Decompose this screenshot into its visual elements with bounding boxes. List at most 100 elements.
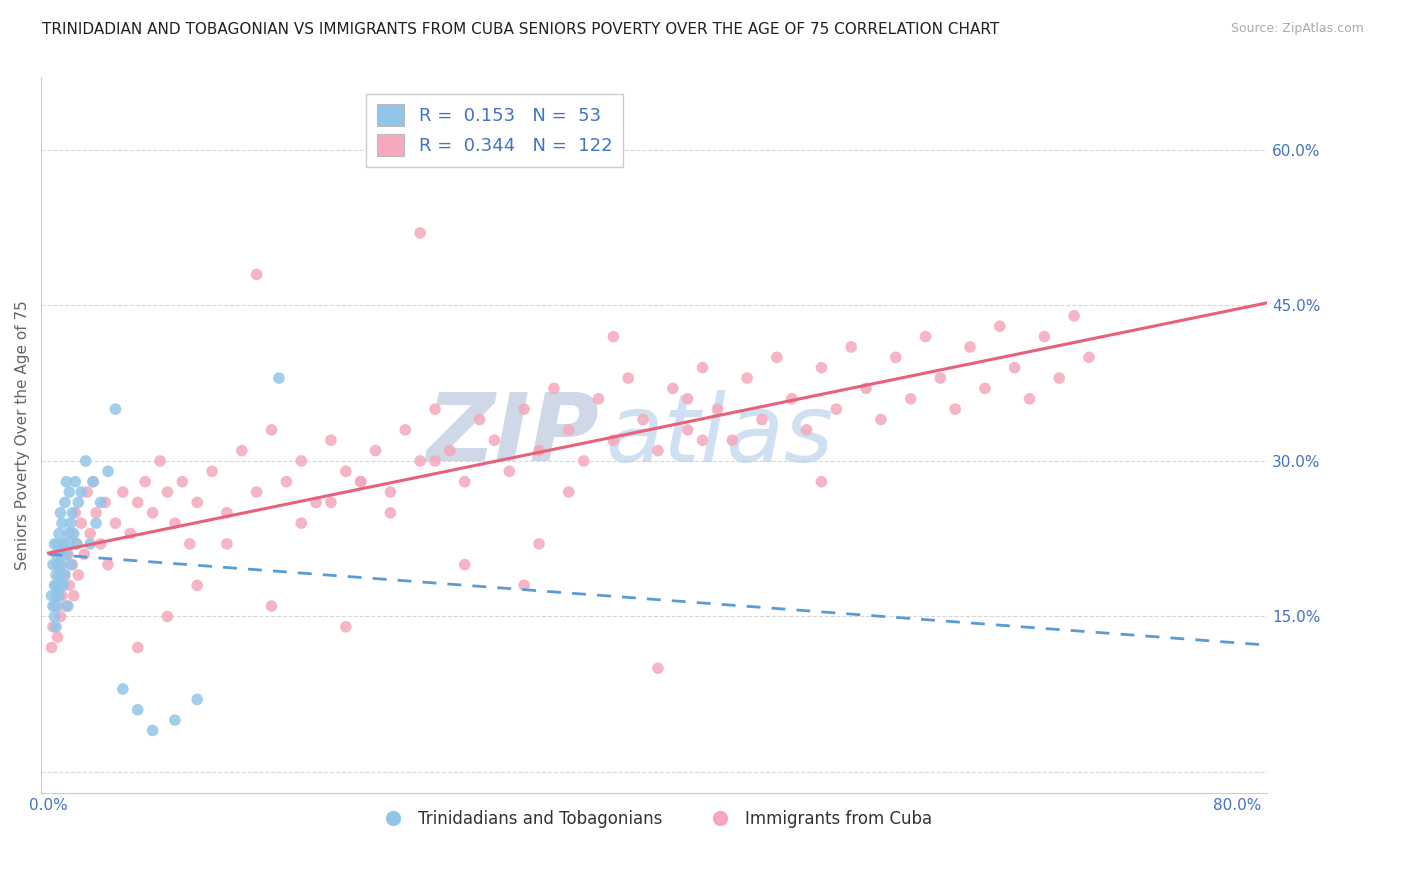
Point [692, 434, 714, 448]
Point [111, 485, 134, 500]
Point [73, 547, 96, 561]
Point [56, 526, 79, 541]
Point [662, 381, 685, 395]
Point [60, 558, 83, 572]
Point [55, 475, 77, 489]
Text: atlas: atlas [605, 390, 834, 481]
Point [53, 568, 76, 582]
Point [914, 329, 936, 343]
Point [58, 537, 80, 551]
Point [48, 526, 70, 541]
Point [319, 434, 342, 448]
Point [48, 558, 70, 572]
Point [409, 454, 432, 468]
Point [46, 578, 69, 592]
Point [46, 537, 69, 551]
Point [56, 547, 79, 561]
Point [65, 506, 87, 520]
Point [90, 495, 112, 509]
Point [631, 412, 654, 426]
Point [67, 568, 90, 582]
Point [319, 495, 342, 509]
Point [179, 537, 201, 551]
Point [75, 454, 97, 468]
Point [617, 371, 640, 385]
Point [53, 495, 76, 509]
Point [79, 537, 101, 551]
Point [82, 475, 104, 489]
Point [423, 402, 446, 417]
Point [51, 589, 73, 603]
Point [44, 609, 66, 624]
Point [94, 495, 117, 509]
Point [44, 599, 66, 613]
Point [246, 485, 269, 500]
Point [127, 703, 149, 717]
Point [468, 412, 491, 426]
Point [558, 423, 581, 437]
Point [49, 578, 72, 592]
Point [929, 371, 952, 385]
Point [527, 537, 550, 551]
Point [42, 558, 65, 572]
Point [82, 475, 104, 489]
Point [260, 423, 283, 437]
Point [423, 454, 446, 468]
Point [855, 381, 877, 395]
Point [439, 443, 461, 458]
Point [172, 475, 194, 489]
Point [41, 589, 63, 603]
Point [186, 578, 208, 592]
Point [900, 392, 922, 406]
Point [335, 620, 357, 634]
Point [735, 371, 758, 385]
Point [484, 434, 506, 448]
Point [409, 226, 432, 240]
Point [558, 485, 581, 500]
Point [1033, 329, 1056, 343]
Point [350, 475, 373, 489]
Point [706, 402, 728, 417]
Point [305, 495, 328, 509]
Point [70, 485, 93, 500]
Point [42, 599, 65, 613]
Point [721, 434, 744, 448]
Point [142, 723, 165, 738]
Point [527, 443, 550, 458]
Point [45, 589, 67, 603]
Point [62, 526, 84, 541]
Point [52, 578, 75, 592]
Point [52, 537, 75, 551]
Point [201, 464, 224, 478]
Point [751, 412, 773, 426]
Point [70, 516, 93, 530]
Point [692, 360, 714, 375]
Point [602, 434, 624, 448]
Point [156, 485, 179, 500]
Point [380, 485, 402, 500]
Point [149, 454, 172, 468]
Point [45, 620, 67, 634]
Point [215, 537, 238, 551]
Point [42, 620, 65, 634]
Point [59, 526, 82, 541]
Point [127, 495, 149, 509]
Point [67, 495, 90, 509]
Point [766, 351, 789, 365]
Point [215, 506, 238, 520]
Point [84, 506, 107, 520]
Point [943, 402, 966, 417]
Point [454, 475, 477, 489]
Point [97, 464, 120, 478]
Point [839, 340, 862, 354]
Point [56, 599, 79, 613]
Point [104, 516, 127, 530]
Point [1047, 371, 1070, 385]
Point [76, 485, 98, 500]
Point [231, 443, 253, 458]
Point [134, 475, 156, 489]
Point [51, 558, 73, 572]
Point [1078, 351, 1101, 365]
Point [186, 692, 208, 706]
Point [90, 537, 112, 551]
